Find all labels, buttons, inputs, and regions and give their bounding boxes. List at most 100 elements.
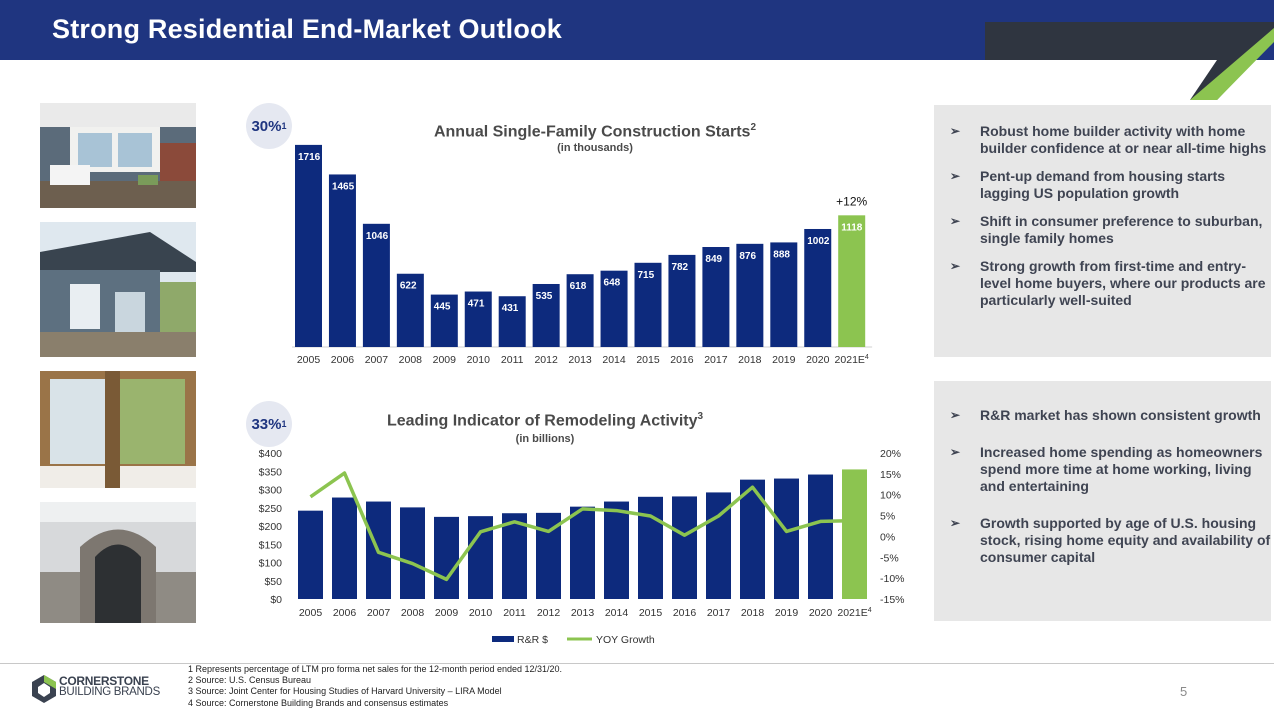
arrow-bullet-icon: ➢ xyxy=(950,214,961,228)
bullet-text: Pent-up demand from housing starts laggi… xyxy=(980,168,1226,201)
bar xyxy=(808,474,833,599)
tick-label: 2011 xyxy=(503,607,526,619)
sales-share-badge-top: 30% 1 xyxy=(246,103,292,149)
residential-outlook-panel: ➢ Robust home builder activity with home … xyxy=(934,105,1271,357)
bullet-text: Increased home spending as homeowners sp… xyxy=(980,444,1263,494)
right-tick-label: 15% xyxy=(880,469,901,481)
chart1-title-text: Annual Single-Family Construction Starts xyxy=(433,123,751,141)
data-label: 782 xyxy=(671,262,688,273)
tick-label: 2013 xyxy=(571,607,595,619)
tick-label: 2012 xyxy=(537,607,561,619)
chart1-title: Annual Single-Family Construction Starts… xyxy=(380,122,810,141)
tick-label: 2006 xyxy=(331,354,355,366)
chart1-subtitle: (in thousands) xyxy=(557,142,633,154)
data-label: 1716 xyxy=(298,152,321,163)
bar xyxy=(838,215,866,347)
tick-label: 2013 xyxy=(568,354,592,366)
bullet-item: ➢ R&R market has shown consistent growth xyxy=(934,407,1271,424)
footnote-ref: 4 xyxy=(865,354,869,361)
tick-label: 2016 xyxy=(673,607,697,619)
legend-label: YOY Growth xyxy=(596,634,655,646)
page-number: 5 xyxy=(1180,684,1188,699)
footnotes: 1 Represents percentage of LTM pro forma… xyxy=(188,664,562,709)
data-label: 1002 xyxy=(807,236,830,247)
data-label: 876 xyxy=(739,251,756,262)
outlook-bullet-list: ➢ Robust home builder activity with home … xyxy=(934,105,1271,309)
company-logo: CORNERSTONE BUILDING BRANDS xyxy=(30,672,170,703)
bar xyxy=(298,510,323,599)
footnote: 2 Source: U.S. Census Bureau xyxy=(188,675,312,686)
remodel-bullet-list: ➢ R&R market has shown consistent growth ➢… xyxy=(934,381,1271,566)
arrow-bullet-icon: ➢ xyxy=(950,259,961,273)
tick-label: 2010 xyxy=(469,607,493,619)
window-interior-photo xyxy=(40,371,196,488)
bullet-item: ➢ Growth supported by age of U.S. housing… xyxy=(934,515,1271,566)
tick-label: 2019 xyxy=(772,354,796,366)
bar xyxy=(702,247,730,347)
tick-label: 2009 xyxy=(435,607,459,619)
arrow-bullet-icon: ➢ xyxy=(950,124,961,138)
badge-value: 30% xyxy=(251,117,282,135)
tick-label: 2011 xyxy=(501,354,524,366)
bar xyxy=(570,506,595,599)
data-label: 888 xyxy=(773,249,790,260)
left-tick-label: $150 xyxy=(259,539,283,551)
tick-label: 2017 xyxy=(704,354,728,366)
modern-house-photo xyxy=(40,222,196,357)
bullet-text: Strong growth from first-time and entry-… xyxy=(980,258,1266,308)
right-tick-label: 0% xyxy=(880,531,895,543)
bar xyxy=(634,262,662,347)
bar xyxy=(464,291,492,347)
bar xyxy=(770,242,798,347)
tick-label: 2005 xyxy=(299,607,323,619)
bar xyxy=(566,274,594,347)
right-tick-label: 20% xyxy=(880,448,901,460)
arrow-bullet-icon: ➢ xyxy=(950,516,961,530)
left-tick-label: $350 xyxy=(259,466,283,478)
chart2-title-text: Leading Indicator of Remodeling Activity xyxy=(386,412,698,430)
right-tick-label: -5% xyxy=(880,552,899,564)
data-label: 618 xyxy=(570,281,587,292)
data-label: 535 xyxy=(536,291,553,302)
bar xyxy=(804,228,832,347)
left-tick-label: $0 xyxy=(270,594,282,606)
tick-label: 2014 xyxy=(605,607,629,619)
bar xyxy=(774,478,799,599)
tick-label: 2005 xyxy=(297,354,321,366)
legend-swatch-bars xyxy=(492,636,514,642)
arrow-bullet-icon: ➢ xyxy=(950,408,961,422)
tick-label: 2015 xyxy=(639,607,663,619)
bar xyxy=(842,469,867,599)
tick-label: 2018 xyxy=(738,354,762,366)
construction-starts-chart: 1716200514652006104620076222008445200947… xyxy=(292,144,873,366)
tick-label: 2012 xyxy=(534,354,558,366)
tick-label: 2016 xyxy=(670,354,694,366)
data-label: 445 xyxy=(434,302,451,313)
bar xyxy=(434,516,459,599)
bullet-item: ➢ Strong growth from first-time and entry… xyxy=(934,258,1271,309)
arrow-bullet-icon: ➢ xyxy=(950,169,961,183)
bar xyxy=(328,174,356,347)
data-label: 715 xyxy=(638,270,655,281)
tick-label: 2018 xyxy=(741,607,765,619)
bar xyxy=(604,501,629,599)
legend-label: R&R $ xyxy=(517,634,548,646)
arrow-bullet-icon: ➢ xyxy=(950,445,961,459)
data-label: 431 xyxy=(502,303,519,314)
growth-annotation: +12% xyxy=(836,194,867,208)
bar xyxy=(600,270,628,347)
tick-label: 2008 xyxy=(401,607,425,619)
bar xyxy=(638,496,663,599)
right-tick-label: -10% xyxy=(880,573,905,585)
tick-label: 2007 xyxy=(367,607,391,619)
data-label: 1118 xyxy=(841,222,863,233)
right-tick-label: 5% xyxy=(880,511,895,523)
left-tick-label: $100 xyxy=(259,558,283,570)
logo-line-2: BUILDING BRANDS xyxy=(59,686,160,698)
footnote-ref: 1 xyxy=(281,419,287,429)
badge-value: 33% xyxy=(251,415,282,433)
bar xyxy=(362,223,390,347)
tick-label: 2021E4 xyxy=(835,354,869,366)
tick-label: 2006 xyxy=(333,607,357,619)
cornerstone-logo-icon xyxy=(32,675,56,703)
